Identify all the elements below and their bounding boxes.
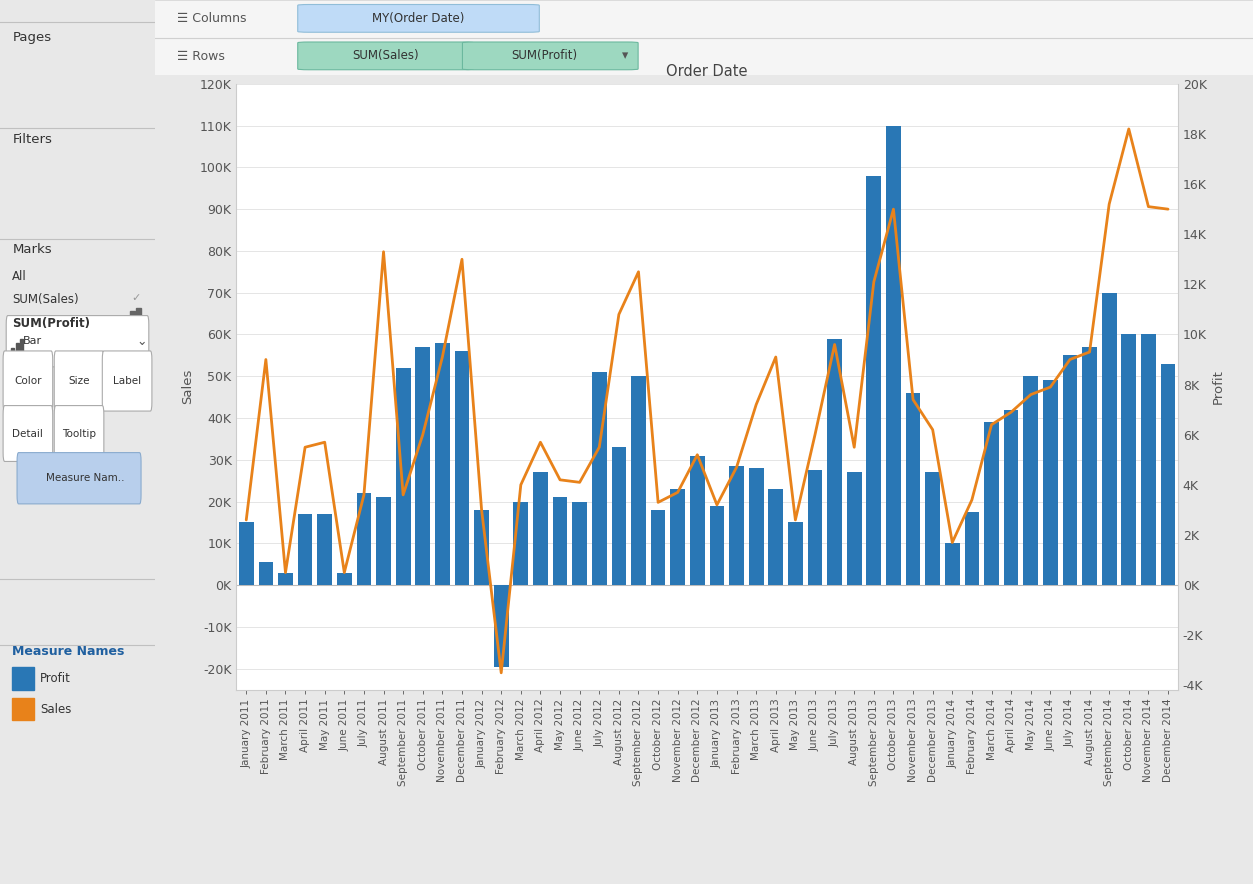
Text: SUM(Profit): SUM(Profit) <box>13 317 90 331</box>
Text: ⌄: ⌄ <box>137 335 147 347</box>
Bar <box>611 447 626 585</box>
Bar <box>317 514 332 585</box>
Bar <box>533 472 548 585</box>
Bar <box>573 501 586 585</box>
FancyBboxPatch shape <box>462 42 638 70</box>
Text: ✓: ✓ <box>132 293 142 303</box>
Bar <box>416 347 430 585</box>
Bar <box>886 126 901 585</box>
FancyBboxPatch shape <box>18 453 142 504</box>
Bar <box>749 469 763 585</box>
Bar <box>474 510 489 585</box>
Bar <box>1101 293 1116 585</box>
Bar <box>435 343 450 585</box>
Bar <box>768 489 783 585</box>
Bar <box>670 489 685 585</box>
Text: Label: Label <box>113 376 142 386</box>
Bar <box>130 311 135 324</box>
Bar <box>690 455 704 585</box>
Bar <box>945 544 960 585</box>
Y-axis label: Profit: Profit <box>1212 370 1225 404</box>
Bar <box>1121 334 1136 585</box>
Bar <box>1042 380 1058 585</box>
Text: SUM(Sales): SUM(Sales) <box>13 293 79 307</box>
Text: Pages: Pages <box>13 31 51 44</box>
Text: ☰ Columns: ☰ Columns <box>177 12 247 26</box>
Bar <box>553 498 568 585</box>
Bar <box>298 514 312 585</box>
Text: Marks: Marks <box>13 243 53 256</box>
FancyBboxPatch shape <box>298 42 474 70</box>
Text: ▾: ▾ <box>621 50 628 63</box>
FancyBboxPatch shape <box>54 351 104 411</box>
Bar <box>965 512 980 585</box>
Bar <box>1141 334 1155 585</box>
Bar <box>847 472 862 585</box>
Bar <box>1160 363 1175 585</box>
FancyBboxPatch shape <box>3 406 53 461</box>
Text: Measure Names: Measure Names <box>13 645 125 659</box>
Text: Detail: Detail <box>13 429 44 438</box>
Text: Color: Color <box>14 376 41 386</box>
Bar <box>650 510 665 585</box>
FancyBboxPatch shape <box>54 406 104 461</box>
Text: MY(Order Date): MY(Order Date) <box>372 11 465 25</box>
Y-axis label: Sales: Sales <box>180 369 194 404</box>
Bar <box>867 176 881 585</box>
Text: Filters: Filters <box>13 133 53 146</box>
Text: SUM(Sales): SUM(Sales) <box>352 50 419 63</box>
Text: ☰ Rows: ☰ Rows <box>177 50 224 63</box>
Bar <box>1024 377 1037 585</box>
Bar <box>514 501 529 585</box>
Bar <box>137 308 142 324</box>
Title: Order Date: Order Date <box>667 64 748 79</box>
Bar <box>124 316 129 324</box>
Bar <box>376 498 391 585</box>
Text: Bar: Bar <box>24 336 43 347</box>
Bar <box>925 472 940 585</box>
Bar <box>494 585 509 667</box>
Bar <box>357 493 371 585</box>
Bar <box>258 562 273 585</box>
Bar <box>1063 355 1078 585</box>
Bar <box>1083 347 1096 585</box>
FancyBboxPatch shape <box>103 351 152 411</box>
FancyBboxPatch shape <box>6 316 149 367</box>
Bar <box>239 522 253 585</box>
Bar <box>788 522 803 585</box>
Text: Profit: Profit <box>40 673 71 685</box>
Text: Tooltip: Tooltip <box>63 429 96 438</box>
Bar <box>906 393 921 585</box>
Bar <box>13 667 34 690</box>
Text: Measure Nam..: Measure Nam.. <box>46 473 124 484</box>
Text: SUM(Profit): SUM(Profit) <box>511 50 578 63</box>
Bar <box>984 423 999 585</box>
Bar <box>278 573 293 585</box>
Bar <box>827 339 842 585</box>
Bar <box>632 377 645 585</box>
FancyBboxPatch shape <box>298 4 539 32</box>
Bar <box>337 573 352 585</box>
Text: Size: Size <box>69 376 90 386</box>
Bar <box>20 339 24 354</box>
Bar <box>709 506 724 585</box>
Bar <box>455 351 470 585</box>
FancyBboxPatch shape <box>3 351 53 411</box>
Bar <box>13 698 34 720</box>
Bar <box>15 343 19 354</box>
Bar <box>808 470 822 585</box>
Bar <box>591 372 606 585</box>
Bar <box>11 348 14 354</box>
Text: All: All <box>13 270 28 283</box>
Bar <box>396 368 411 585</box>
Bar <box>1004 409 1019 585</box>
Text: Sales: Sales <box>40 704 71 716</box>
Bar <box>729 466 744 585</box>
